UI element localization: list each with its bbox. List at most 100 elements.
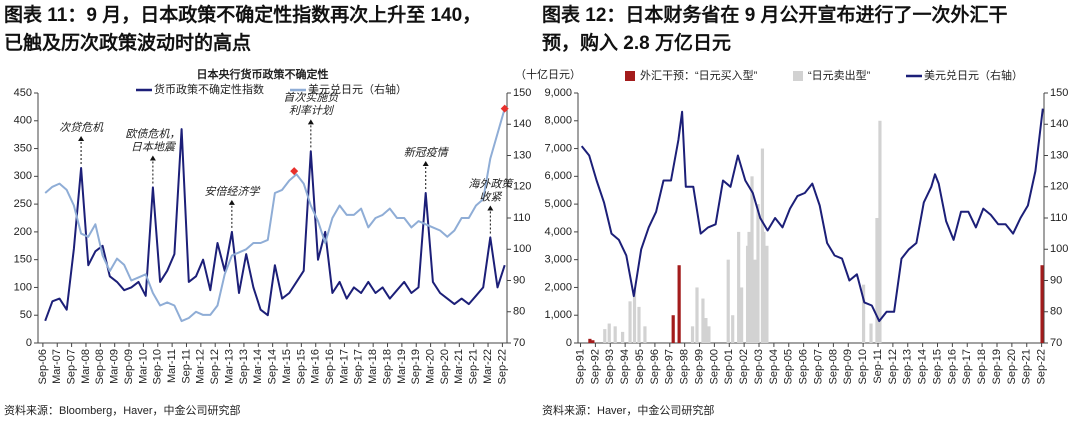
annotation: 欧债危机，: [125, 127, 180, 140]
bar: [875, 218, 879, 343]
legend-label: 美元兑日元（右轴）: [308, 82, 407, 96]
y-tick-label: 50: [20, 309, 32, 321]
y2-tick-label: 110: [513, 212, 531, 224]
bar: [750, 176, 754, 343]
bar: [643, 326, 647, 343]
x-tick-label: Sep-21: [1021, 349, 1033, 384]
y-tick-label: 3,000: [544, 254, 572, 266]
x-tick-label: Sep-07: [66, 349, 78, 384]
bar: [762, 231, 766, 343]
bar: [704, 318, 708, 343]
y2-tick-label: 70: [1050, 337, 1062, 349]
x-tick-label: Mar-14: [252, 349, 264, 384]
x-tick-label: Sep-05: [783, 349, 795, 384]
x-tick-label: Sep-11: [872, 349, 884, 384]
y2-tick-label: 100: [513, 243, 531, 255]
x-tick-label: Sep-11: [180, 349, 192, 384]
x-tick-label: Mar-16: [310, 349, 322, 384]
x-tick-label: Mar-15: [281, 349, 293, 384]
x-tick-label: Sep-94: [619, 349, 631, 384]
bar: [753, 259, 757, 343]
line-series: [44, 128, 506, 322]
x-tick-label: Sep-10: [152, 349, 164, 384]
y2-tick-label: 120: [513, 181, 531, 193]
highlight-marker: [500, 104, 509, 113]
x-tick-label: Mar-08: [80, 349, 92, 384]
x-tick-label: Sep-17: [353, 349, 365, 384]
y-tick-label: 400: [14, 115, 32, 127]
bar: [731, 315, 735, 343]
x-tick-label: Mar-21: [453, 349, 465, 384]
highlight-marker: [290, 167, 299, 176]
legend-swatch: [625, 71, 635, 81]
x-tick-label: Sep-06: [798, 349, 810, 384]
annotation-head: [422, 161, 429, 166]
x-tick-label: Sep-14: [917, 349, 929, 384]
legend-label: 美元兑日元（右轴）: [924, 68, 1023, 82]
x-tick-label: Sep-15: [295, 349, 307, 384]
x-tick-label: Sep-99: [693, 349, 705, 384]
y2-tick-label: 150: [1050, 87, 1068, 99]
x-tick-label: Sep-13: [238, 349, 250, 384]
x-tick-label: Sep-16: [324, 349, 336, 384]
x-tick-label: Sep-09: [123, 349, 135, 384]
x-tick-label: Sep-21: [468, 349, 480, 384]
bar: [603, 329, 607, 343]
y2-tick-label: 130: [513, 149, 531, 161]
x-tick-label: Mar-20: [425, 349, 437, 384]
y-tick-label: 8,000: [544, 115, 572, 127]
x-tick-label: Mar-12: [195, 349, 207, 384]
x-tick-label: Sep-20: [439, 349, 451, 384]
x-tick-label: Sep-12: [209, 349, 221, 384]
line-series: [44, 108, 506, 323]
x-tick-label: Mar-18: [367, 349, 379, 384]
y2-tick-label: 110: [1050, 212, 1068, 224]
chart-title: 已触及历次政策波动时的高点: [4, 31, 251, 54]
x-tick-label: Sep-10: [857, 349, 869, 384]
y-tick-label: 450: [14, 87, 32, 99]
x-tick-label: Mar-07: [51, 349, 63, 384]
x-tick-label: Sep-08: [827, 349, 839, 384]
x-tick-label: Sep-19: [991, 349, 1003, 384]
x-tick-label: Mar-09: [109, 349, 121, 384]
annotation-head: [307, 119, 314, 125]
annotation-head: [149, 155, 156, 161]
annotation-head: [228, 199, 235, 205]
bar: [632, 290, 637, 343]
bar: [740, 287, 744, 343]
bar: [690, 326, 695, 343]
bar: [765, 245, 769, 343]
x-tick-label: Sep-98: [679, 349, 691, 384]
x-tick-label: Sep-02: [738, 349, 750, 384]
y-tick-label: 2,000: [544, 281, 572, 293]
annotation: 日本地震: [131, 140, 177, 153]
x-tick-label: Sep-93: [604, 349, 616, 384]
bar: [628, 301, 632, 343]
y-tick-label: 100: [14, 281, 32, 293]
bar: [701, 298, 705, 343]
annotation: 安倍经济学: [204, 185, 261, 198]
x-tick-label: Sep-16: [946, 349, 958, 384]
y-tick-label: 5,000: [544, 198, 572, 210]
bar: [1040, 265, 1044, 343]
annotation-head: [78, 136, 85, 141]
y2-tick-label: 140: [1050, 118, 1068, 130]
y2-tick-label: 100: [1050, 243, 1068, 255]
legend-swatch: [793, 71, 803, 81]
y2-tick-label: 120: [1050, 181, 1068, 193]
bar: [878, 120, 882, 344]
bar: [737, 231, 741, 343]
y-tick-label: 250: [14, 198, 32, 210]
x-tick-label: Mar-11: [166, 349, 178, 383]
y2-tick-label: 150: [513, 87, 531, 99]
y-tick-label: 200: [14, 226, 32, 238]
bar: [726, 259, 730, 343]
bar: [591, 340, 595, 343]
x-tick-label: Mar-19: [396, 349, 408, 384]
x-tick-label: Sep-07: [812, 349, 824, 384]
y2-tick-label: 90: [1050, 274, 1062, 286]
bar: [613, 326, 617, 343]
bar: [747, 231, 751, 343]
